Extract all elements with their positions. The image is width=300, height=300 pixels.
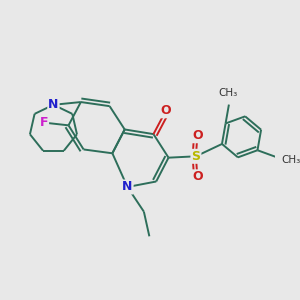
Text: CH₃: CH₃ <box>218 88 237 98</box>
Text: N: N <box>48 98 59 111</box>
Text: CH₃: CH₃ <box>281 154 300 164</box>
Text: O: O <box>192 170 202 183</box>
Text: S: S <box>191 150 200 163</box>
Text: O: O <box>160 104 171 117</box>
Text: F: F <box>40 116 48 129</box>
Text: N: N <box>122 181 133 194</box>
Text: O: O <box>192 129 202 142</box>
